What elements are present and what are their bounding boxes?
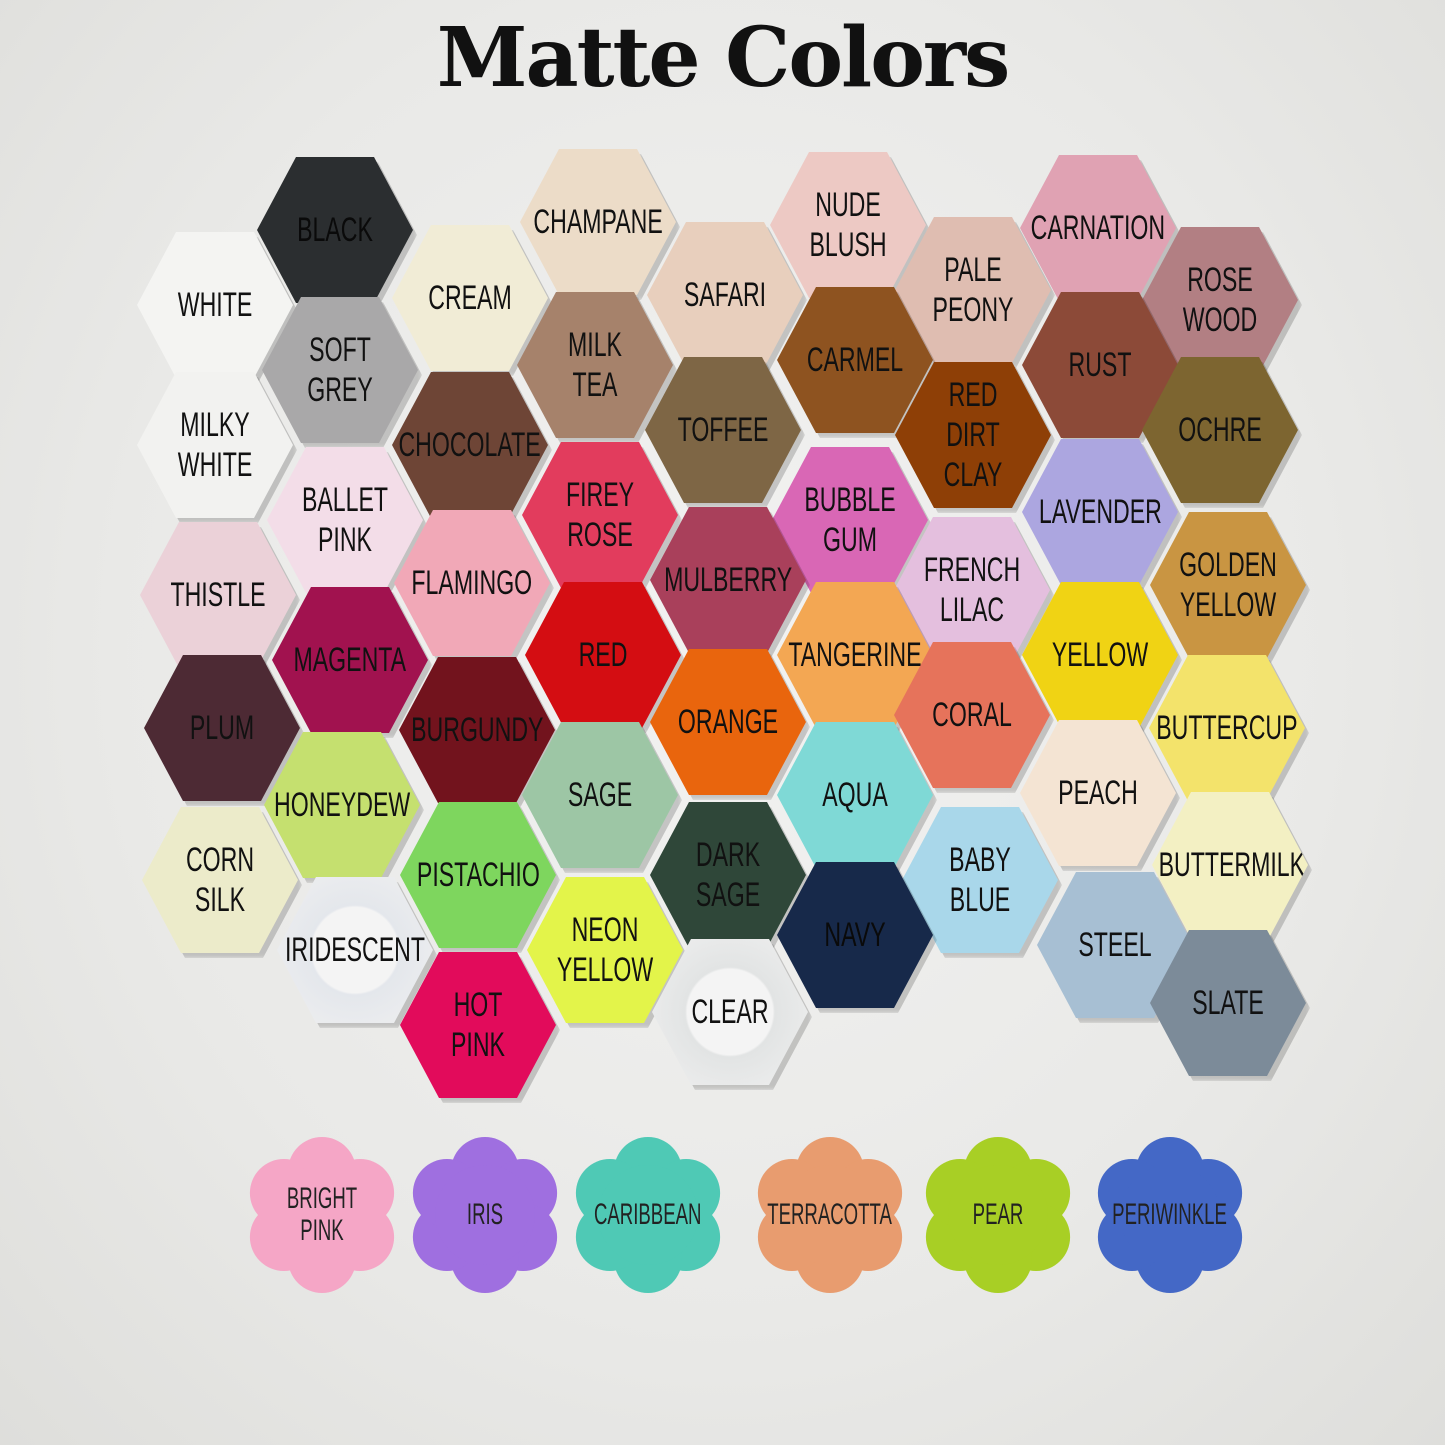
swatch-label: SAFARI [683, 276, 767, 314]
swatch-label: FIREY ROSE [565, 476, 635, 554]
swatch-label: CHAMPANE [533, 203, 663, 241]
flower-shape [412, 1137, 558, 1293]
swatch-label: WHITE [177, 286, 253, 324]
swatch-label: NEON YELLOW [556, 911, 654, 989]
color-swatch-flower: BRIGHT PINK [242, 1135, 402, 1295]
swatch-label: SOFT GREY [307, 331, 373, 409]
swatch-label: MILK TEA [568, 326, 622, 404]
swatch-label: CARNATION [1030, 209, 1166, 247]
swatch-label: STEEL [1078, 926, 1152, 964]
swatch-label: CARMEL [806, 341, 904, 379]
swatch-label: MULBERRY [663, 561, 793, 599]
swatch-label: ORANGE [677, 703, 779, 741]
swatch-label: NAVY [824, 916, 886, 954]
swatch-label: TOFFEE [677, 411, 769, 449]
swatch-label: SLATE [1192, 984, 1264, 1022]
color-swatch-flower: IRIS [405, 1135, 565, 1295]
swatch-label: BURGUNDY [410, 711, 544, 749]
swatch-label: PALE PEONY [932, 251, 1014, 329]
flower-shape [1097, 1137, 1243, 1293]
swatch-label: NUDE BLUSH [809, 186, 887, 264]
swatch-label: BUTTERMILK [1158, 846, 1306, 884]
flower-shape [757, 1137, 903, 1293]
flower-shape [925, 1137, 1071, 1293]
flower-shape [575, 1137, 721, 1293]
swatch-label: MILKY WHITE [177, 406, 253, 484]
color-swatch-hexagon: SOFT GREY [262, 297, 418, 443]
swatch-label: CLEAR [691, 993, 769, 1031]
swatch-label: RED DIRT CLAY [943, 376, 1003, 494]
swatch-label: BRIGHT PINK [286, 1182, 358, 1247]
color-swatch-hexagon: IRIDESCENT [277, 877, 433, 1023]
color-swatch-hexagon: MILK TEA [517, 292, 673, 438]
color-swatch-hexagon: BUBBLE GUM [772, 447, 928, 593]
swatch-label: PEAR [972, 1198, 1024, 1231]
swatch-label: MAGENTA [293, 641, 407, 679]
color-swatch-hexagon: MILKY WHITE [137, 372, 293, 518]
swatch-label: PLUM [189, 709, 255, 747]
swatch-label: LAVENDER [1038, 493, 1162, 531]
color-swatch-hexagon: TOFFEE [645, 357, 801, 503]
swatch-label: HONEYDEW [273, 786, 411, 824]
swatch-label: TANGERINE [788, 636, 922, 674]
swatch-label: CORAL [932, 696, 1012, 734]
swatch-label: SAGE [567, 776, 633, 814]
flower-shape [249, 1137, 395, 1293]
swatch-label: IRIS [466, 1198, 504, 1231]
page-title: Matte Colors [436, 10, 1011, 106]
swatch-label: BUBBLE GUM [804, 481, 896, 559]
swatch-label: DARK SAGE [695, 836, 761, 914]
color-swatch-flower: CARIBBEAN [568, 1135, 728, 1295]
swatch-label: CORN SILK [185, 841, 255, 919]
swatch-label: BUTTERCUP [1156, 709, 1298, 747]
color-swatch-flower: TERRACOTTA [750, 1135, 910, 1295]
swatch-label: RED [578, 636, 628, 674]
swatch-label: PISTACHIO [416, 856, 540, 894]
color-swatch-hexagon: CHOCOLATE [392, 372, 548, 518]
swatch-label: THISTLE [170, 576, 266, 614]
swatch-label: BABY BLUE [949, 841, 1011, 919]
swatch-label: GOLDEN YELLOW [1179, 546, 1277, 624]
color-swatch-hexagon: CARMEL [777, 287, 933, 433]
swatch-label: TERRACOTTA [767, 1198, 893, 1231]
color-swatch-flower: PEAR [918, 1135, 1078, 1295]
color-swatch-hexagon: RED DIRT CLAY [895, 362, 1051, 508]
swatch-label: CHOCOLATE [398, 426, 542, 464]
swatch-label: FRENCH LILAC [923, 551, 1021, 629]
swatch-label: FLAMINGO [411, 564, 533, 602]
swatch-label: CREAM [428, 279, 512, 317]
swatch-label: AQUA [822, 776, 888, 814]
swatch-label: BLACK [297, 211, 373, 249]
swatch-label: HOT PINK [451, 986, 505, 1064]
swatch-label: RUST [1068, 346, 1132, 384]
swatch-label: CARIBBEAN [594, 1198, 702, 1231]
swatch-label: ROSE WOOD [1182, 261, 1258, 339]
swatch-label: PEACH [1058, 774, 1138, 812]
swatch-label: PERIWINKLE [1112, 1198, 1228, 1231]
swatch-label: IRIDESCENT [284, 931, 426, 969]
color-swatch-hexagon: WHITE [137, 232, 293, 378]
swatch-label: BALLET PINK [301, 481, 389, 559]
swatch-label: OCHRE [1178, 411, 1262, 449]
color-swatch-flower: PERIWINKLE [1090, 1135, 1250, 1295]
swatch-label: YELLOW [1051, 636, 1149, 674]
color-swatch-hexagon: OCHRE [1142, 357, 1298, 503]
